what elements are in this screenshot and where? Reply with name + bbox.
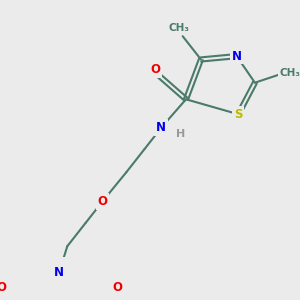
Text: CH₃: CH₃ [169, 23, 190, 33]
Text: S: S [234, 108, 243, 121]
Text: N: N [54, 266, 64, 279]
Text: CH₃: CH₃ [279, 68, 300, 78]
Text: N: N [232, 50, 242, 63]
Text: O: O [150, 63, 160, 76]
Text: N: N [156, 121, 166, 134]
Text: O: O [97, 195, 107, 208]
Text: H: H [176, 129, 186, 139]
Text: O: O [0, 281, 6, 294]
Text: O: O [112, 281, 122, 294]
